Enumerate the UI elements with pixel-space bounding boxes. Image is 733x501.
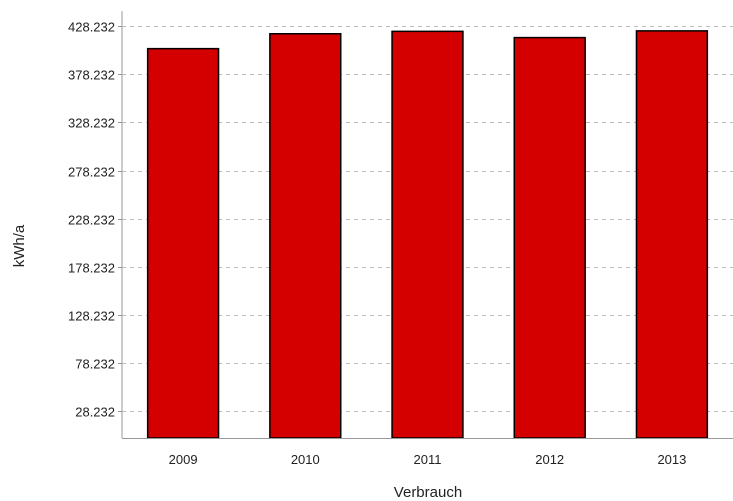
bar-2011: [391, 30, 464, 439]
y-tick-label: 228.232: [68, 213, 115, 228]
y-tick-label: 428.232: [68, 20, 115, 35]
y-tick-label: 328.232: [68, 116, 115, 131]
axes: [121, 11, 733, 439]
y-ticks: 28.232 78.232 128.232 178.232 228.232 278.232…: [68, 20, 122, 420]
y-tick-label: 128.232: [68, 309, 115, 324]
x-tick-label: 2011: [414, 452, 442, 467]
bar-2012: [513, 36, 586, 439]
y-tick-label: 278.232: [68, 165, 115, 180]
bar-2009: [146, 47, 220, 439]
bars: [146, 30, 709, 439]
bar-2010: [269, 32, 342, 439]
x-tick-label: 2010: [291, 452, 320, 467]
x-ticks: 2009 2010 2011 2012 2013: [169, 452, 687, 467]
x-tick-label: 2009: [169, 452, 198, 467]
y-axis-title: kWh/a: [11, 224, 28, 267]
x-tick-label: 2013: [657, 452, 686, 467]
x-axis-title: Verbrauch: [394, 484, 462, 501]
y-tick-label: 378.232: [68, 68, 115, 83]
y-tick-label: 78.232: [75, 357, 115, 372]
x-tick-label: 2012: [535, 452, 564, 467]
y-tick-label: 178.232: [68, 261, 115, 276]
bar-2013: [635, 30, 709, 439]
y-tick-label: 28.232: [75, 405, 115, 420]
